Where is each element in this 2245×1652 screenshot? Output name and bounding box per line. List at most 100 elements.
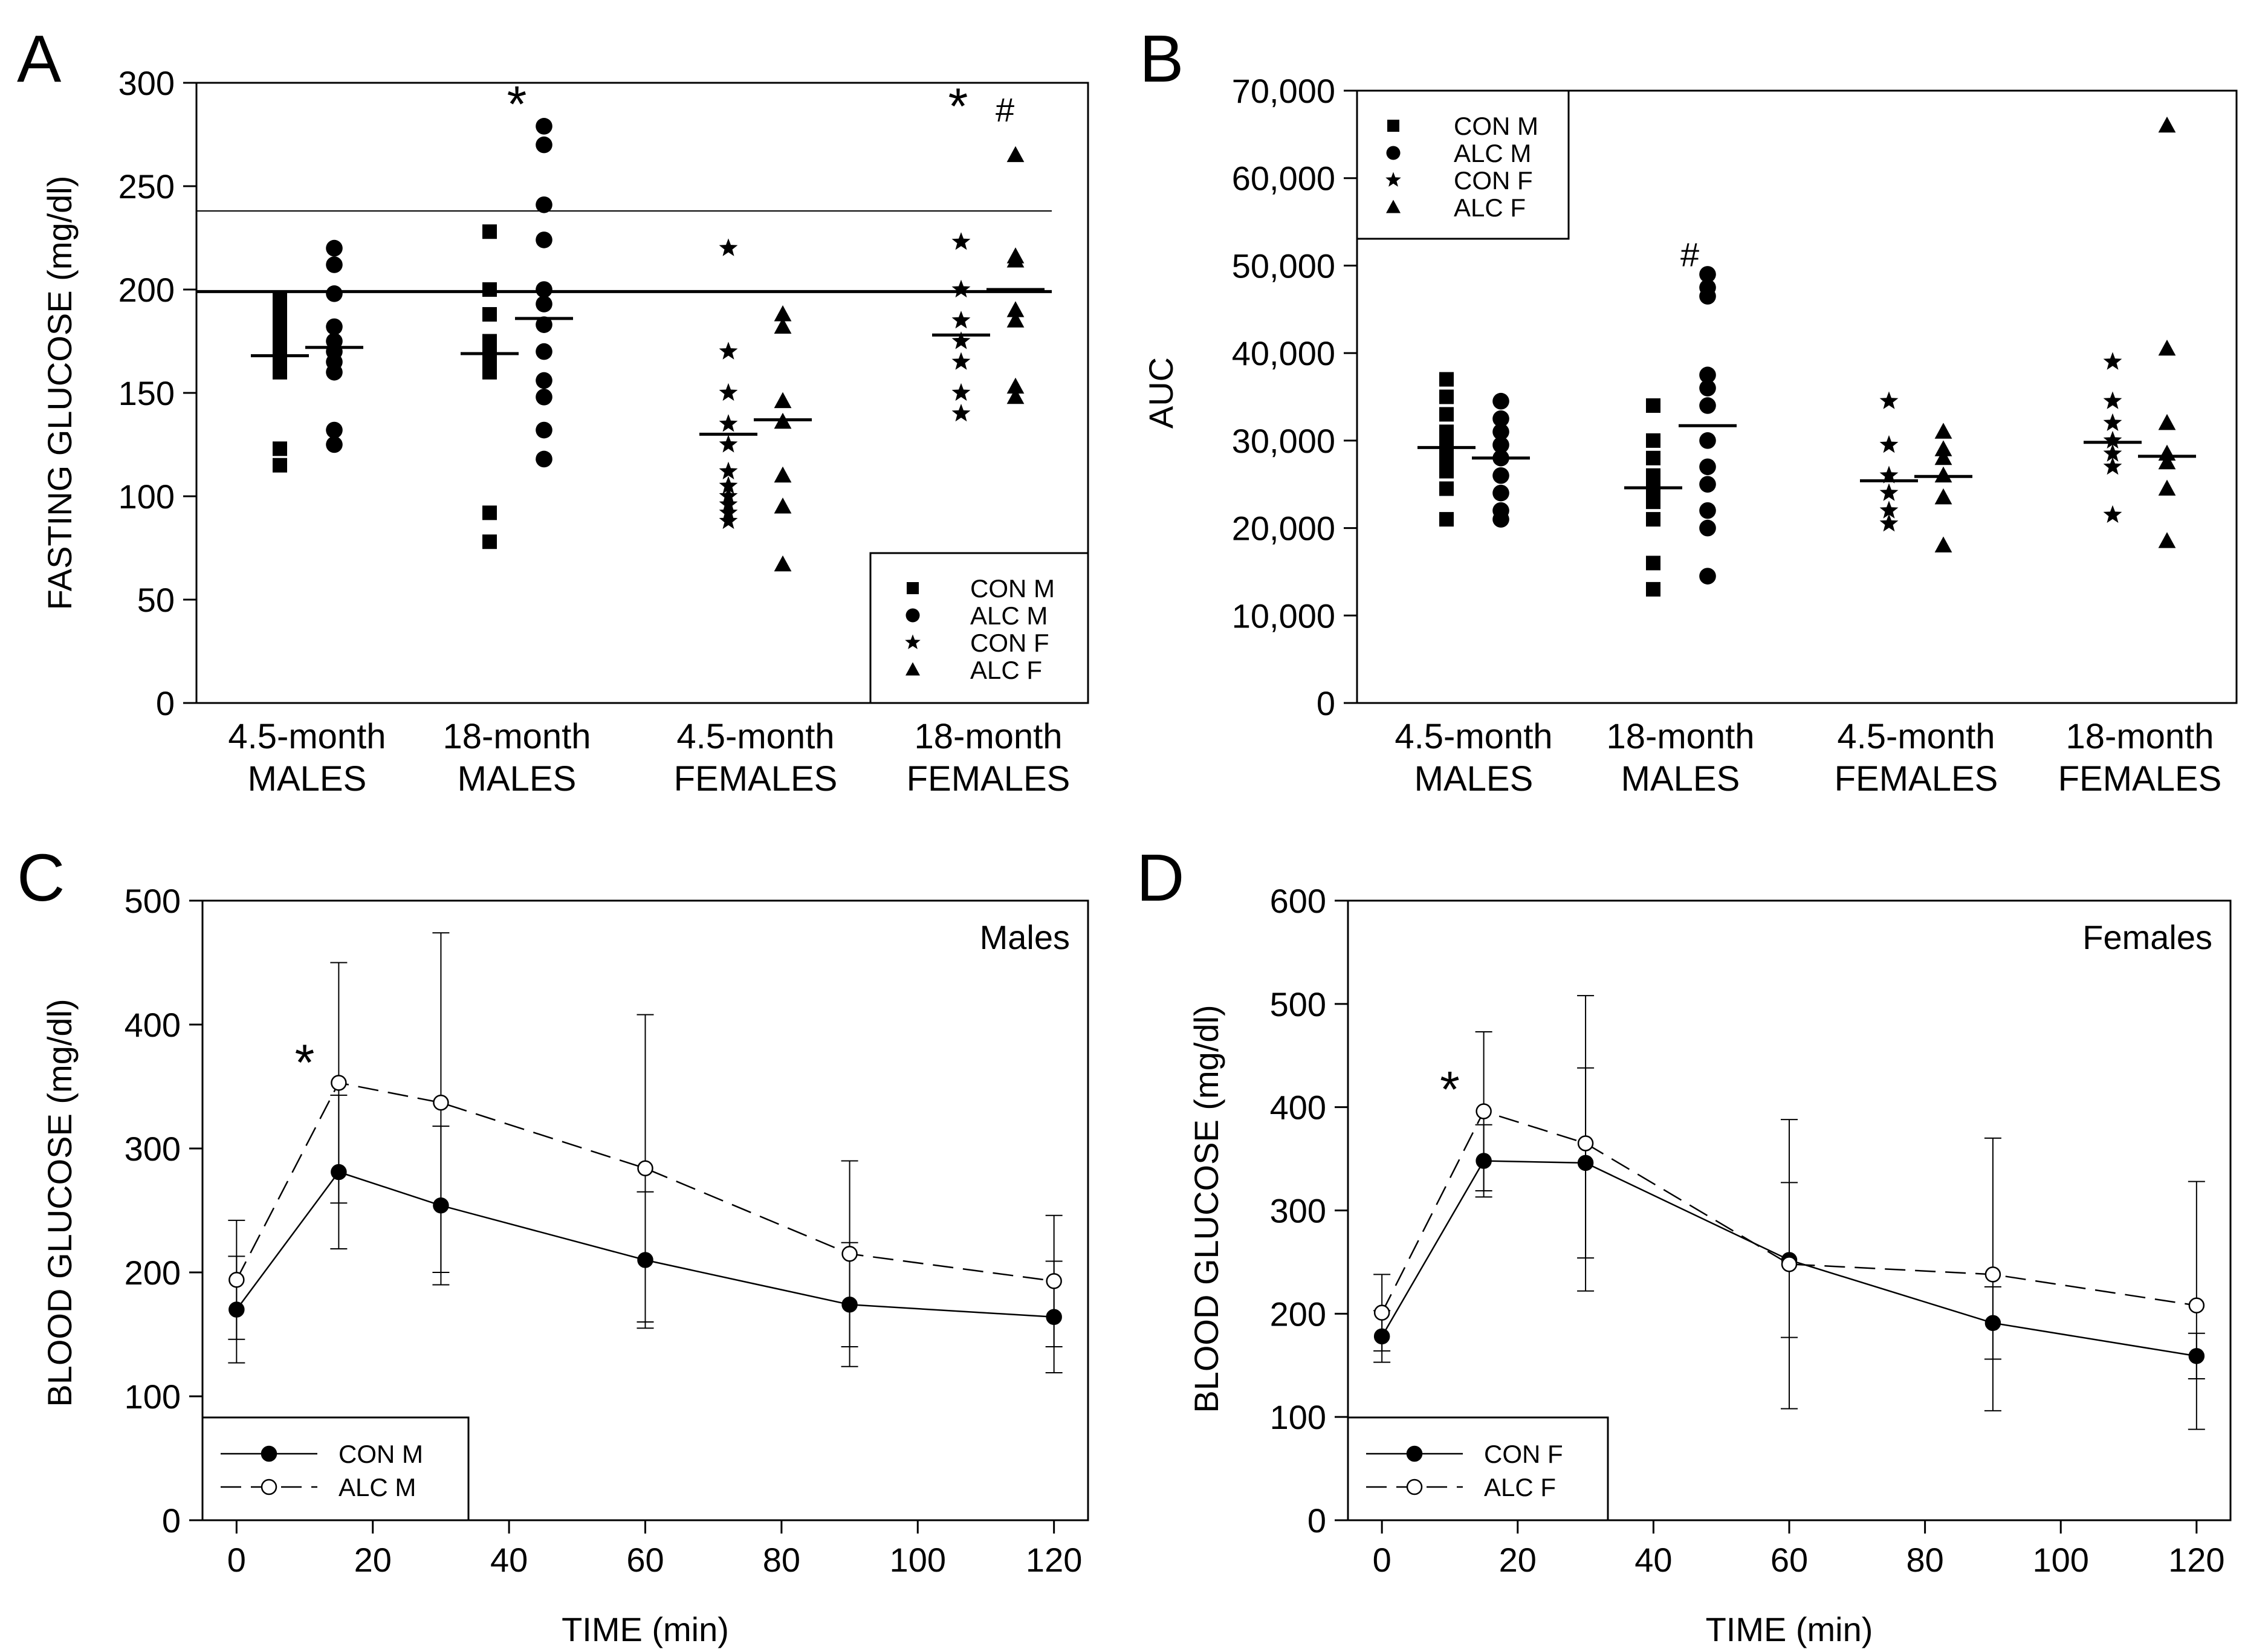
data-point-star — [951, 311, 971, 329]
y-tick-label: 70,000 — [1232, 72, 1335, 110]
data-point-circle — [536, 136, 552, 154]
data-point-triangle — [774, 555, 792, 572]
data-point-triangle — [1006, 387, 1025, 404]
data-point-triangle — [774, 317, 792, 334]
y-tick-label: 150 — [118, 374, 175, 412]
legend-marker-star — [905, 634, 921, 649]
data-point-square — [273, 319, 287, 334]
category-label-line2: FEMALES — [2058, 759, 2222, 798]
legend-label: ALC M — [970, 601, 1048, 630]
panel-title: Females — [2082, 918, 2212, 956]
data-point-star — [951, 232, 971, 250]
data-point-square — [482, 534, 497, 549]
data-point-triangle — [1934, 449, 1952, 465]
data-point-circle — [1699, 397, 1716, 414]
data-point-star — [719, 383, 738, 401]
category-label-line1: 18-month — [914, 717, 1062, 756]
y-tick-label: 50 — [137, 581, 175, 619]
data-point-circle — [536, 372, 552, 389]
y-tick-label: 40,000 — [1232, 334, 1335, 372]
y-axis-label: BLOOD GLUCOSE (mg/dl) — [1187, 1005, 1225, 1413]
significance-mark: * — [295, 1034, 315, 1091]
data-point-triangle — [2158, 116, 2176, 133]
y-tick-label: 250 — [118, 167, 175, 206]
y-tick-label: 300 — [118, 64, 175, 102]
data-point-filled — [1373, 1328, 1390, 1345]
data-point-square — [1439, 372, 1454, 387]
data-point-square — [1646, 398, 1660, 413]
data-point-star — [719, 476, 738, 494]
data-point-star — [1879, 500, 1899, 519]
data-point-star — [719, 342, 738, 360]
data-point-square — [1439, 450, 1454, 465]
data-point-star — [951, 331, 971, 349]
data-point-circle — [1699, 476, 1716, 493]
y-tick-label: 30,000 — [1232, 422, 1335, 460]
data-point-square — [1646, 581, 1660, 597]
data-point-open — [1577, 1135, 1594, 1152]
legend-label: CON M — [339, 1440, 423, 1468]
y-tick-label: 20,000 — [1232, 510, 1335, 548]
category-label-line1: 18-month — [2065, 717, 2214, 756]
data-point-circle — [326, 239, 343, 257]
category-label-line2: FEMALES — [1835, 759, 1998, 798]
y-tick-label: 0 — [162, 1501, 181, 1540]
data-point-filled — [1984, 1315, 2001, 1331]
data-point-filled — [1046, 1309, 1062, 1326]
category-label-line1: 4.5-month — [1837, 717, 1995, 756]
x-tick-label: 0 — [227, 1541, 246, 1579]
category-label-line1: 4.5-month — [228, 717, 386, 756]
y-tick-label: 300 — [125, 1130, 181, 1168]
data-point-triangle — [1006, 311, 1025, 328]
category-label-line2: MALES — [458, 759, 577, 798]
data-point-star — [719, 511, 738, 530]
data-point-square — [1439, 424, 1454, 439]
category-label-line1: 4.5-month — [1395, 717, 1552, 756]
data-point-triangle — [2158, 479, 2176, 496]
legend-marker — [261, 1445, 277, 1462]
data-point-circle — [1492, 410, 1509, 427]
data-point-star — [719, 461, 738, 480]
data-point-triangle — [2158, 453, 2176, 470]
x-tick-label: 120 — [1026, 1541, 1082, 1579]
y-tick-label: 0 — [1307, 1501, 1326, 1540]
data-point-circle — [536, 196, 552, 213]
legend-label: CON F — [1484, 1440, 1563, 1468]
data-point-open — [331, 1075, 347, 1091]
data-point-square — [1646, 450, 1660, 465]
data-point-star — [2103, 457, 2122, 475]
data-point-circle — [326, 436, 343, 453]
legend-label: ALC M — [1454, 139, 1531, 167]
y-tick-label: 60,000 — [1232, 160, 1335, 198]
legend-label: CON F — [1454, 166, 1533, 195]
data-point-triangle — [1006, 146, 1025, 163]
legend-marker — [1406, 1479, 1423, 1495]
legend-label: ALC F — [1484, 1473, 1556, 1501]
y-tick-label: 500 — [1270, 985, 1326, 1023]
data-point-triangle — [1934, 440, 1952, 456]
data-point-square — [482, 505, 497, 520]
data-point-star — [719, 494, 738, 513]
data-point-star — [2103, 352, 2122, 370]
y-tick-label: 300 — [1270, 1192, 1326, 1230]
data-point-circle — [1699, 279, 1716, 296]
series-line-alc-m — [236, 1081, 1054, 1282]
legend-box — [869, 552, 1089, 704]
data-point-circle — [1699, 568, 1716, 585]
data-point-circle — [536, 296, 552, 313]
y-tick-label: 50,000 — [1232, 247, 1335, 285]
data-point-filled — [841, 1297, 858, 1313]
data-point-circle — [536, 232, 552, 248]
panel-c: C 0 100 200 300 400 500 0 20 40 60 80 100 120 TIME (mi… — [17, 841, 1089, 1648]
panel-b: B 0 10,000 20,000 30,000 40,000 50,000 60,000 70… — [1139, 22, 2238, 798]
y-tick-label: 600 — [1270, 882, 1326, 920]
data-point-star — [1879, 483, 1899, 501]
data-point-square — [1646, 494, 1660, 510]
data-point-circle — [1492, 436, 1509, 453]
data-point-star — [2103, 413, 2122, 431]
data-point-square — [1439, 389, 1454, 404]
data-point-star — [719, 486, 738, 505]
data-point-square — [1646, 512, 1660, 527]
legend-marker-star — [1385, 172, 1401, 187]
data-point-triangle — [1934, 488, 1952, 505]
